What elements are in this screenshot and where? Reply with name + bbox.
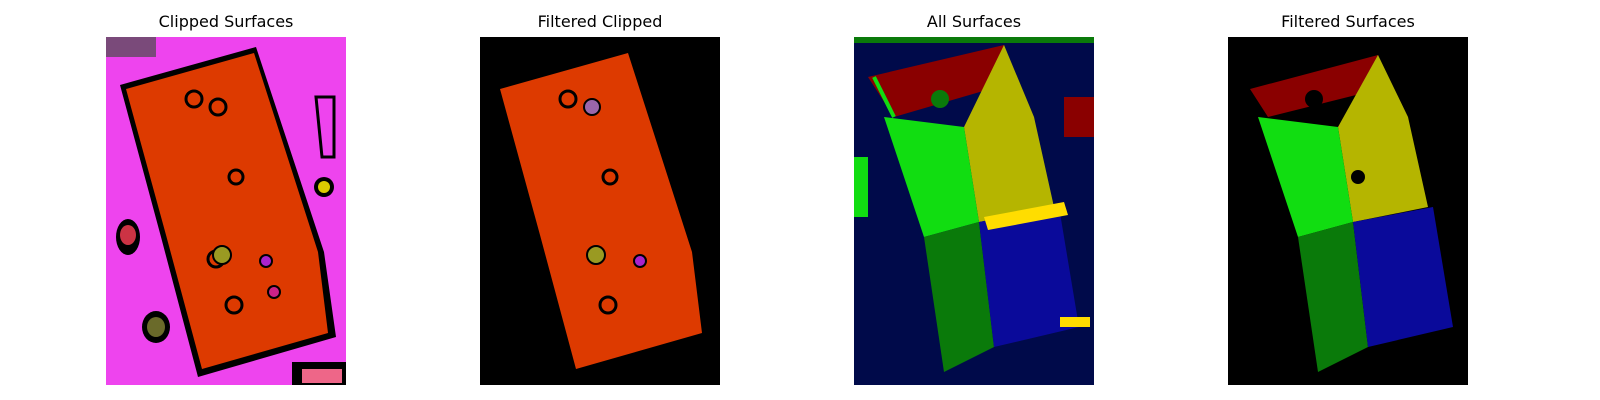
panel-filtered-clipped: Filtered Clipped — [480, 0, 720, 400]
panel-clipped-surfaces: Clipped Surfaces — [106, 0, 346, 400]
segmentation-image-filtered-clipped — [480, 37, 720, 385]
panel-title: All Surfaces — [926, 12, 1022, 31]
segmentation-image-clipped-surfaces — [106, 37, 346, 385]
segmentation-image-filtered-surfaces — [1228, 37, 1468, 385]
panel-title: Clipped Surfaces — [158, 12, 294, 31]
panel-filtered-surfaces: Filtered Surfaces — [1228, 0, 1468, 400]
panel-all-surfaces: All Surfaces — [854, 0, 1094, 400]
panel-title: Filtered Clipped — [537, 12, 663, 31]
panel-title: Filtered Surfaces — [1281, 12, 1415, 31]
segmentation-image-all-surfaces — [854, 37, 1094, 385]
